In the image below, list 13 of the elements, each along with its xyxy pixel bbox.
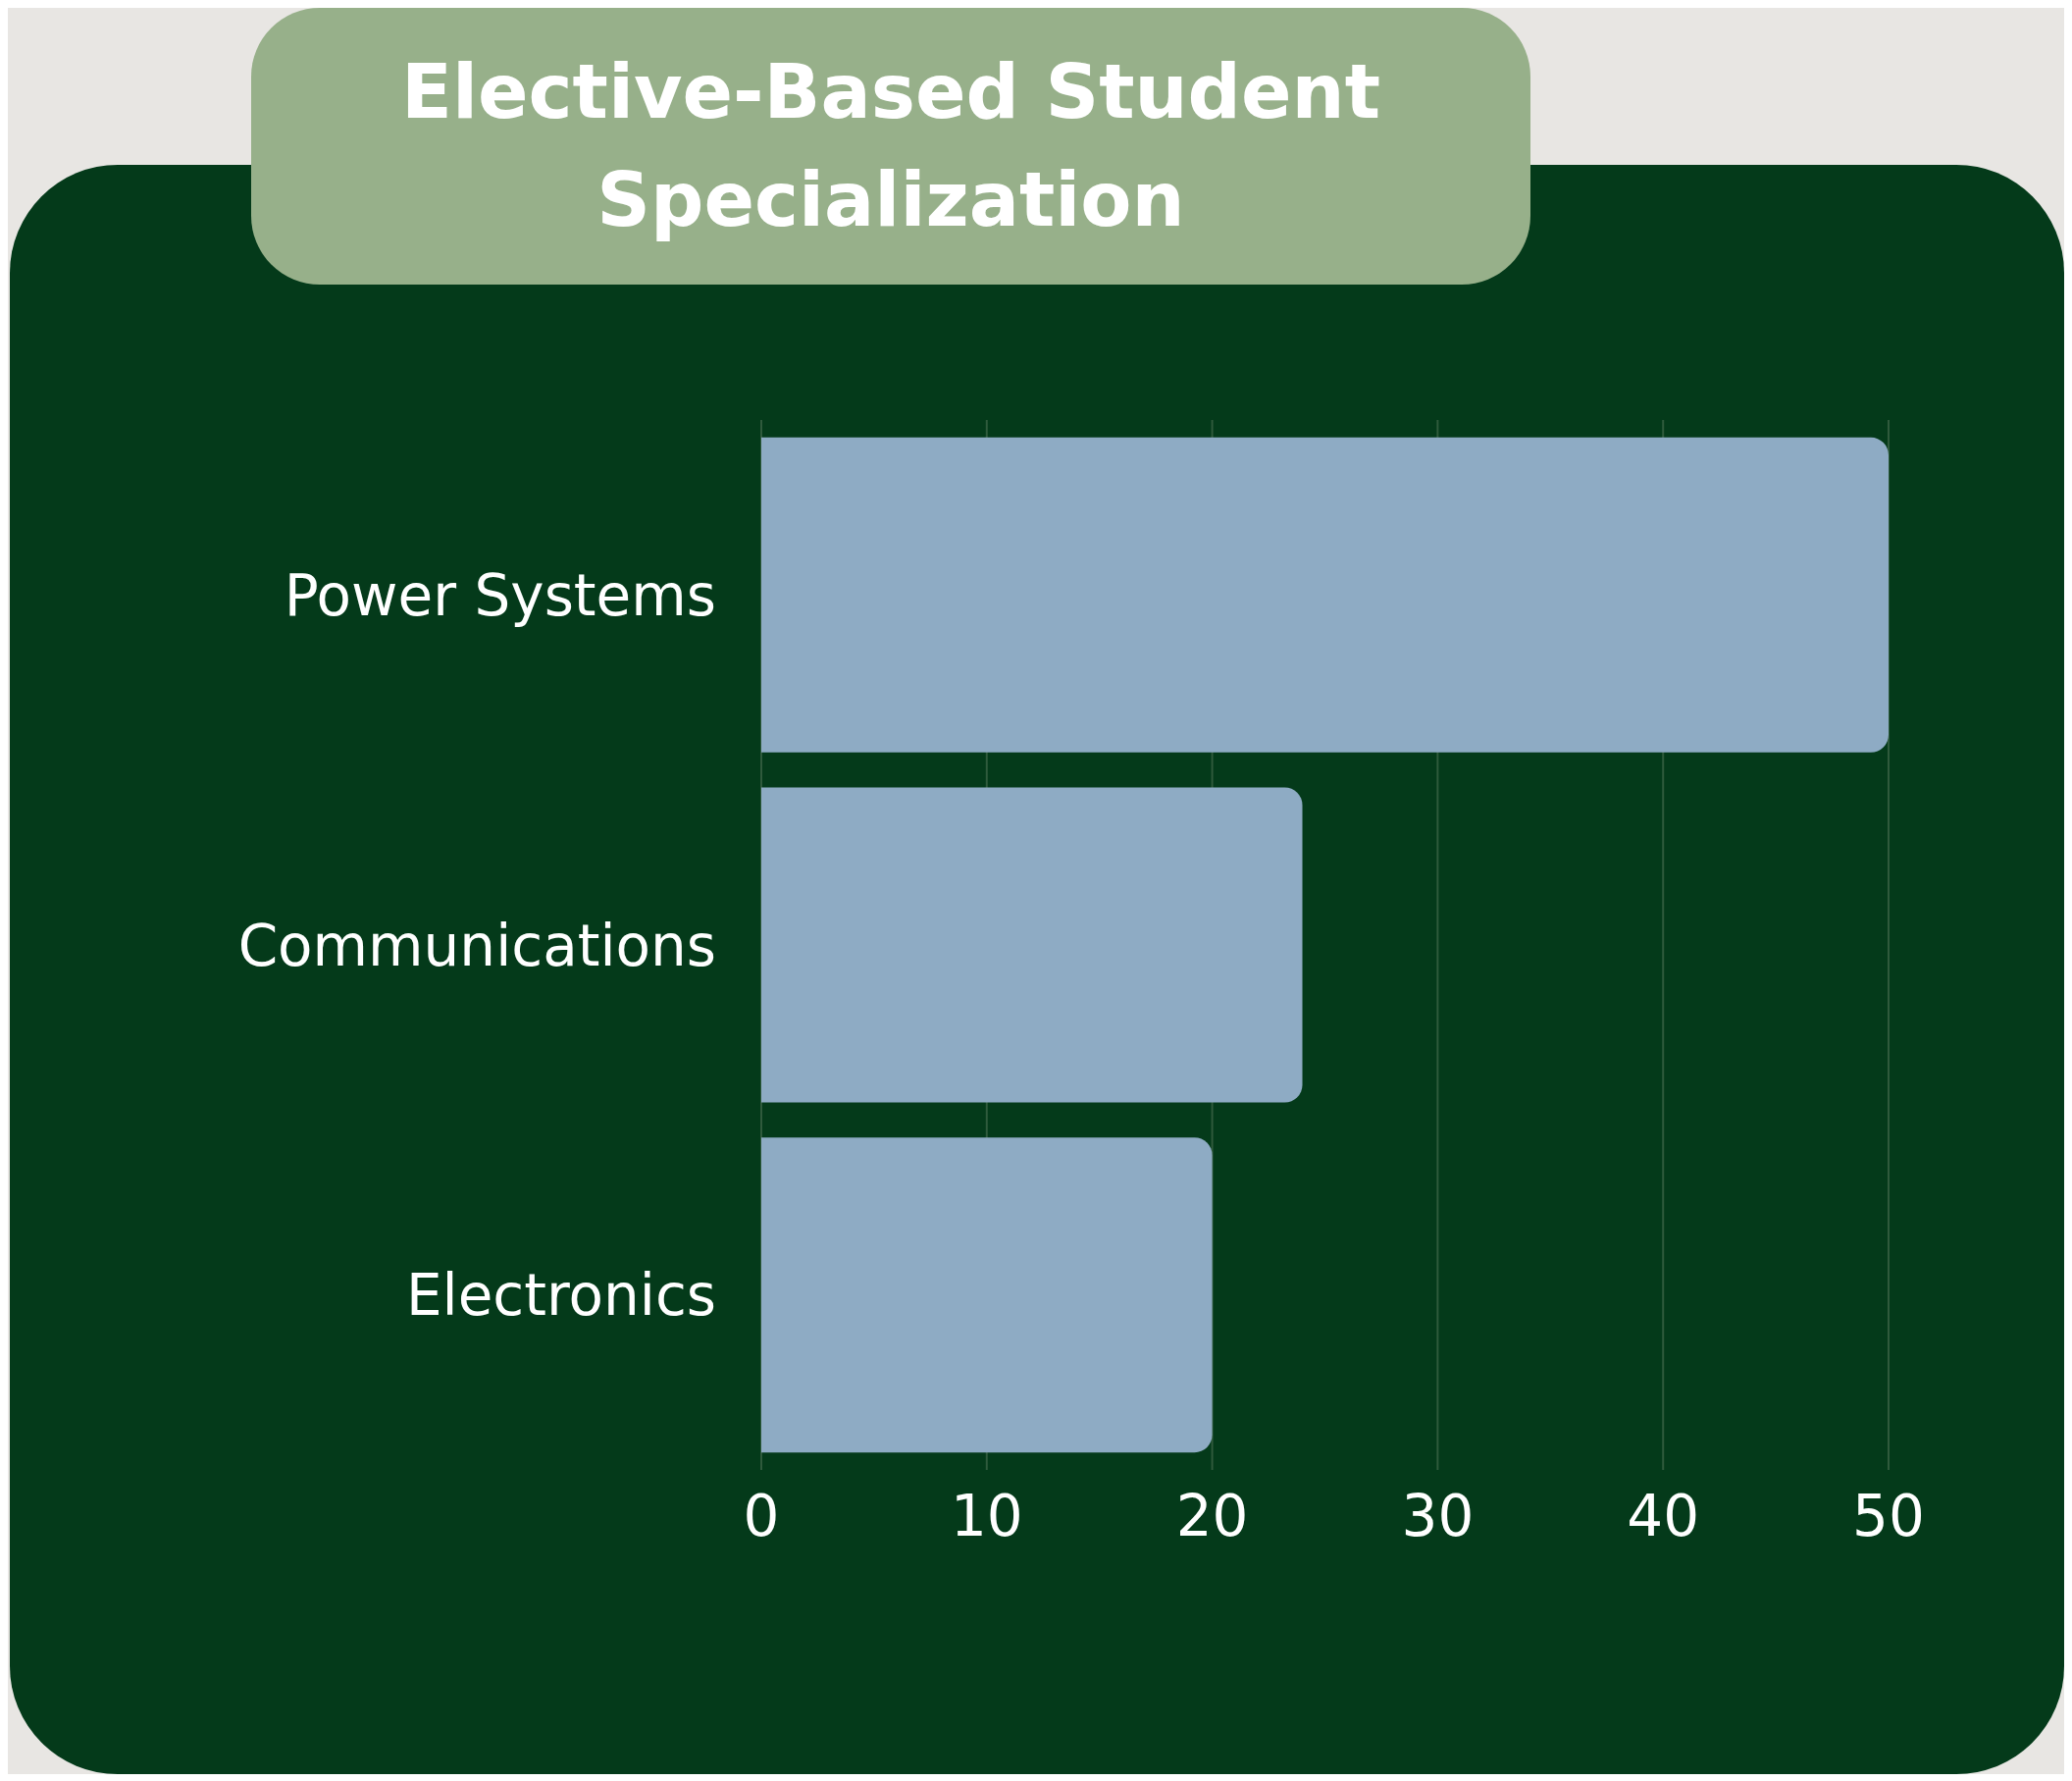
chart-title: Elective-Based Student Specialization — [400, 46, 1381, 245]
y-tick-label: Power Systems — [284, 561, 716, 629]
x-tick-label: 0 — [743, 1483, 780, 1550]
bar — [761, 787, 1303, 1103]
bar — [761, 1137, 1213, 1453]
x-tick-label: 50 — [1852, 1483, 1925, 1550]
x-tick-label: 10 — [950, 1483, 1023, 1550]
y-tick-label: Electronics — [405, 1262, 716, 1330]
x-tick-label: 40 — [1627, 1483, 1700, 1550]
y-tick-label: Communications — [237, 912, 716, 979]
x-tick-label: 30 — [1401, 1483, 1475, 1550]
bar — [761, 437, 1889, 753]
x-tick-label: 20 — [1175, 1483, 1249, 1550]
